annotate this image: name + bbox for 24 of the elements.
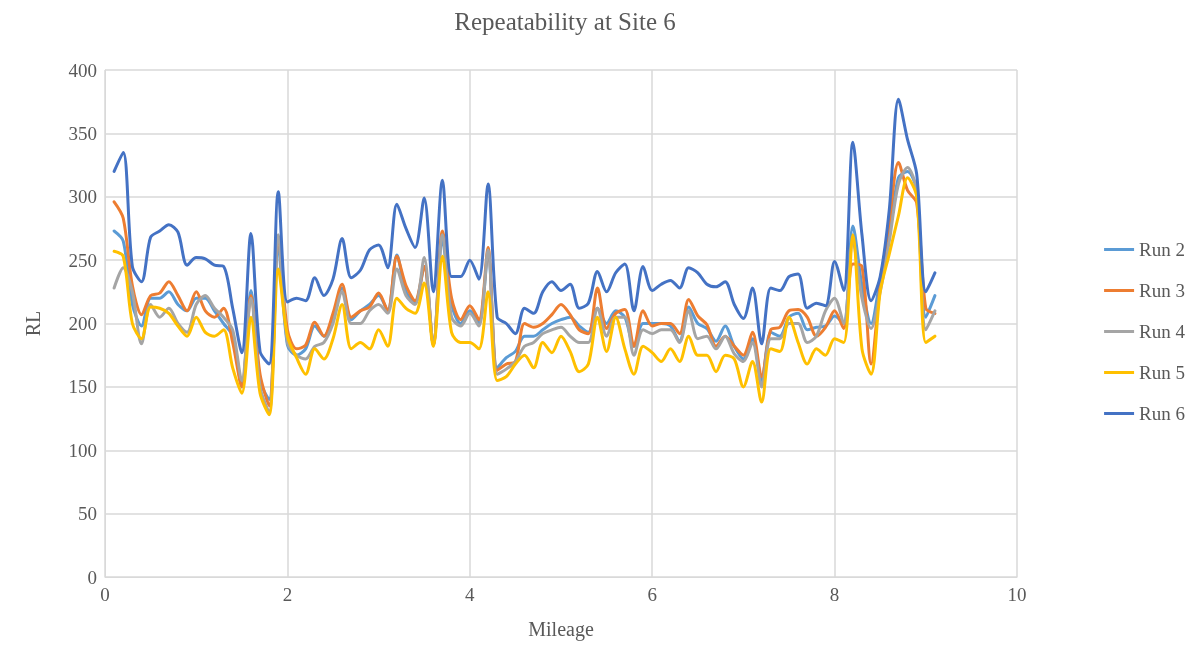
y-tick-label: 150 [68,376,97,398]
x-tick-label: 10 [1007,584,1027,605]
x-axis-title: Mileage [528,618,594,641]
legend-label: Run 6 [1139,403,1186,424]
y-tick-label: 100 [68,439,97,461]
y-tick-label: 300 [68,186,97,208]
y-tick-label: 0 [87,566,97,588]
chart-title: Repeatability at Site 6 [454,8,676,35]
legend-label: Run 5 [1139,362,1186,383]
x-tick-label: 4 [465,584,476,605]
x-tick-label: 8 [829,584,840,605]
x-tick-label: 6 [647,584,657,605]
y-tick-label: 350 [68,122,97,144]
x-tick-label: 2 [282,584,293,605]
x-tick-label: 0 [100,584,110,605]
y-tick-label: 250 [68,249,97,271]
legend-label: Run 2 [1139,239,1186,260]
y-tick-label: 400 [68,59,97,81]
y-axis-title: RL [22,310,44,337]
line-series [112,97,937,366]
y-tick-label: 50 [78,503,97,525]
legend-label: Run 4 [1139,321,1186,342]
legend-label: Run 3 [1139,280,1186,301]
y-tick-label: 200 [68,313,97,334]
